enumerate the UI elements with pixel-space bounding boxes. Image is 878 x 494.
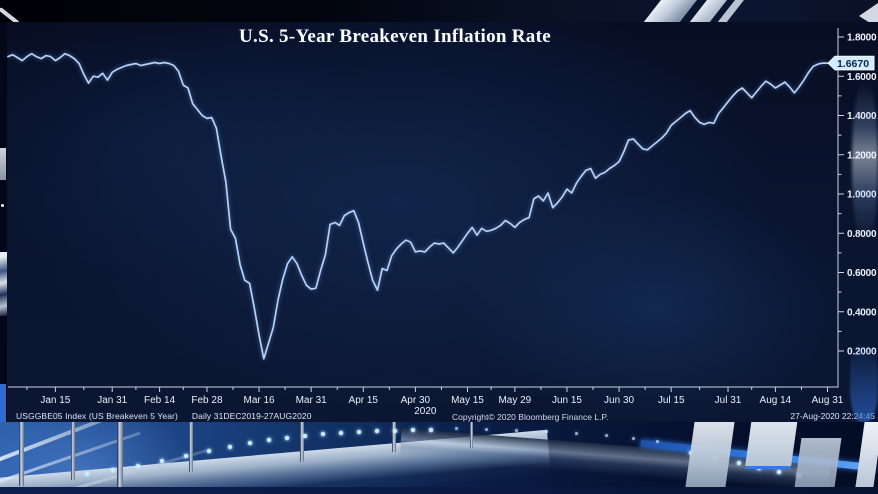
x-tick-label: Mar 16	[243, 395, 275, 406]
breakeven-rate-line	[7, 52, 829, 360]
x-tick-label: Apr 15	[349, 395, 379, 406]
bridge-light-dot	[248, 441, 252, 445]
y-tick-label: 0.4000	[847, 307, 877, 318]
x-tick-label: Feb 28	[191, 395, 223, 406]
x-tick-label: Apr 30	[401, 395, 431, 406]
instrument-descriptor: USGGBE05 Index (US Breakeven 5 Year) Dail…	[16, 411, 326, 421]
bridge-light-dot	[228, 445, 232, 449]
x-axis-year-label: 2020	[414, 406, 437, 417]
bridge-light-dot	[207, 449, 211, 453]
bridge-light-dot	[737, 461, 741, 465]
bridge-silver-panel	[794, 438, 842, 487]
range-label: Daily 31DEC2019-27AUG2020	[191, 411, 312, 421]
slant-bar	[643, 0, 697, 23]
last-value-badge-label: 1.6670	[837, 58, 869, 70]
left-edge-gray-bar	[0, 148, 6, 180]
studio-bridge-graphic	[0, 422, 878, 487]
right-edge-light-wisp	[852, 82, 878, 242]
bridge-light-dot	[455, 427, 458, 430]
bridge-beam	[0, 422, 117, 464]
bridge-light-dot	[429, 428, 433, 432]
x-tick-label: Jun 15	[552, 395, 582, 406]
x-tick-label: May 15	[451, 395, 484, 406]
bridge-light-dot	[605, 434, 608, 437]
bridge-silver-panel	[855, 422, 878, 487]
bridge-light-dot	[339, 431, 343, 435]
bridge-silver-panel	[744, 422, 798, 469]
bridge-light-dot	[632, 437, 635, 440]
chart-title: U.S. 5-Year Breakeven Inflation Rate	[239, 26, 551, 47]
bridge-post	[392, 422, 396, 452]
x-tick-label: Feb 14	[144, 395, 176, 406]
x-tick-label: Jul 15	[658, 395, 685, 406]
left-edge-blue-bar	[0, 384, 6, 422]
bridge-post	[189, 422, 193, 472]
bridge-light-dot	[111, 468, 115, 472]
bridge-light-dot	[184, 454, 188, 458]
bridge-post	[470, 422, 473, 448]
top-right-slant-graphic	[643, 0, 756, 23]
x-tick-label: Mar 31	[296, 395, 328, 406]
bridge-light-dot	[545, 430, 548, 433]
ticker-label: USGGBE05 Index (US Breakeven 5 Year)	[16, 411, 178, 421]
bridge-light-dot	[411, 428, 415, 432]
y-tick-label: 1.6000	[847, 72, 877, 83]
bridge-light-dot	[136, 464, 140, 468]
bridge-post	[300, 422, 304, 462]
studio-backdrop-left	[0, 22, 7, 422]
bridge-light-dot	[656, 440, 659, 443]
bridge-light-dot	[160, 459, 164, 463]
y-tick-label: 1.8000	[847, 33, 877, 44]
y-tick-label: 0.6000	[847, 268, 877, 279]
bloomberg-chart-panel: U.S. 5-Year Breakeven Inflation Rate 1.8…	[0, 22, 878, 422]
bottom-navy-bar	[0, 487, 878, 494]
bridge-light-dot	[267, 438, 271, 442]
bridge-light-dot	[777, 470, 781, 474]
bridge-light-dot	[575, 432, 578, 435]
left-edge-dot	[1, 204, 4, 207]
x-tick-label: Jan 15	[40, 395, 70, 406]
bridge-light-dot	[285, 436, 289, 440]
bridge-post	[19, 422, 24, 486]
timestamp-label: 27-Aug-2020 22:24:45	[790, 411, 875, 421]
left-edge-light-streaks	[0, 252, 7, 316]
right-edge-blue-wisp	[850, 340, 878, 422]
bridge-light-dot	[321, 432, 325, 436]
x-tick-label: Jun 30	[604, 395, 634, 406]
x-tick-label: Aug 31	[812, 395, 844, 406]
last-value-badge	[827, 55, 875, 71]
bridge-light-dot	[375, 429, 379, 433]
bridge-light-dot	[303, 434, 307, 438]
x-tick-label: Jul 31	[715, 395, 742, 406]
bridge-light-dot	[85, 472, 89, 476]
bridge-light-dot	[485, 428, 488, 431]
x-tick-label: May 29	[498, 395, 531, 406]
bridge-light-dot	[357, 430, 361, 434]
bridge-post	[71, 422, 75, 480]
bridge-post	[117, 422, 123, 487]
x-tick-label: Jan 31	[97, 395, 127, 406]
x-tick-label: Aug 14	[760, 395, 792, 406]
bridge-light-dot	[515, 429, 518, 432]
copyright-label: Copyright© 2020 Bloomberg Finance L.P.	[452, 412, 609, 422]
breakeven-line-chart: 1.80001.60001.40001.20001.00000.80000.60…	[7, 28, 877, 417]
bridge-light-dot	[393, 429, 397, 433]
